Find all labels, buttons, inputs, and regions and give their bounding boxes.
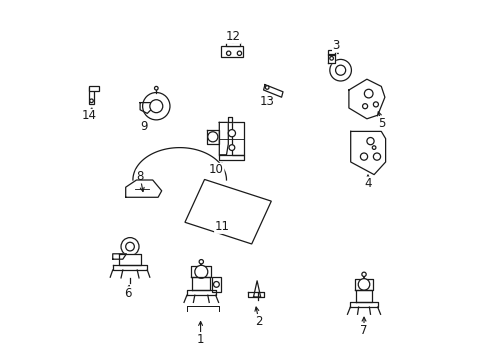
Circle shape <box>207 132 218 142</box>
Text: 10: 10 <box>208 163 224 176</box>
Polygon shape <box>350 131 385 175</box>
Text: 8: 8 <box>136 170 143 183</box>
Circle shape <box>149 100 163 113</box>
Circle shape <box>358 279 369 290</box>
Circle shape <box>335 65 345 75</box>
Circle shape <box>366 138 373 145</box>
Bar <box>327 50 335 55</box>
Polygon shape <box>348 79 384 119</box>
Polygon shape <box>219 122 228 155</box>
Circle shape <box>125 242 134 251</box>
Bar <box>89 86 99 91</box>
Circle shape <box>373 102 378 107</box>
Circle shape <box>213 282 219 287</box>
Circle shape <box>364 89 372 98</box>
Bar <box>225 42 240 46</box>
Text: 3: 3 <box>332 39 339 52</box>
Text: 12: 12 <box>225 30 240 43</box>
Circle shape <box>329 59 351 81</box>
Circle shape <box>265 86 268 89</box>
Circle shape <box>194 265 207 278</box>
Polygon shape <box>355 290 371 302</box>
Polygon shape <box>228 117 231 122</box>
Circle shape <box>371 146 375 149</box>
Text: 1: 1 <box>197 333 204 346</box>
Circle shape <box>361 272 366 276</box>
Circle shape <box>237 51 241 55</box>
Circle shape <box>362 104 367 109</box>
Polygon shape <box>219 155 244 160</box>
Polygon shape <box>263 85 283 97</box>
Text: 2: 2 <box>255 315 262 328</box>
Polygon shape <box>327 54 335 63</box>
Polygon shape <box>119 254 141 265</box>
Text: 11: 11 <box>214 220 229 233</box>
Circle shape <box>121 238 139 256</box>
Circle shape <box>329 57 333 60</box>
Circle shape <box>199 260 203 264</box>
Circle shape <box>228 130 235 137</box>
Polygon shape <box>186 290 215 295</box>
Bar <box>221 46 243 57</box>
Polygon shape <box>140 103 151 113</box>
Circle shape <box>89 99 93 103</box>
Polygon shape <box>113 254 126 259</box>
Polygon shape <box>206 130 218 144</box>
Bar <box>89 87 94 104</box>
Circle shape <box>154 86 158 90</box>
Polygon shape <box>125 180 162 197</box>
Polygon shape <box>354 279 372 290</box>
Polygon shape <box>184 179 271 244</box>
Text: 7: 7 <box>360 324 367 337</box>
Polygon shape <box>247 292 264 297</box>
Text: 6: 6 <box>123 287 131 300</box>
Text: 4: 4 <box>364 177 371 190</box>
Polygon shape <box>192 277 210 290</box>
Circle shape <box>226 51 230 55</box>
Bar <box>212 277 221 292</box>
Circle shape <box>142 93 170 120</box>
Polygon shape <box>349 302 377 307</box>
Polygon shape <box>253 281 260 297</box>
Circle shape <box>228 145 234 150</box>
Text: 9: 9 <box>140 120 147 133</box>
Text: 5: 5 <box>378 117 385 130</box>
Polygon shape <box>191 266 211 277</box>
Circle shape <box>373 153 380 160</box>
Polygon shape <box>113 265 147 270</box>
Text: 13: 13 <box>259 95 274 108</box>
Text: 14: 14 <box>81 109 96 122</box>
Circle shape <box>360 153 367 160</box>
Polygon shape <box>231 122 244 155</box>
